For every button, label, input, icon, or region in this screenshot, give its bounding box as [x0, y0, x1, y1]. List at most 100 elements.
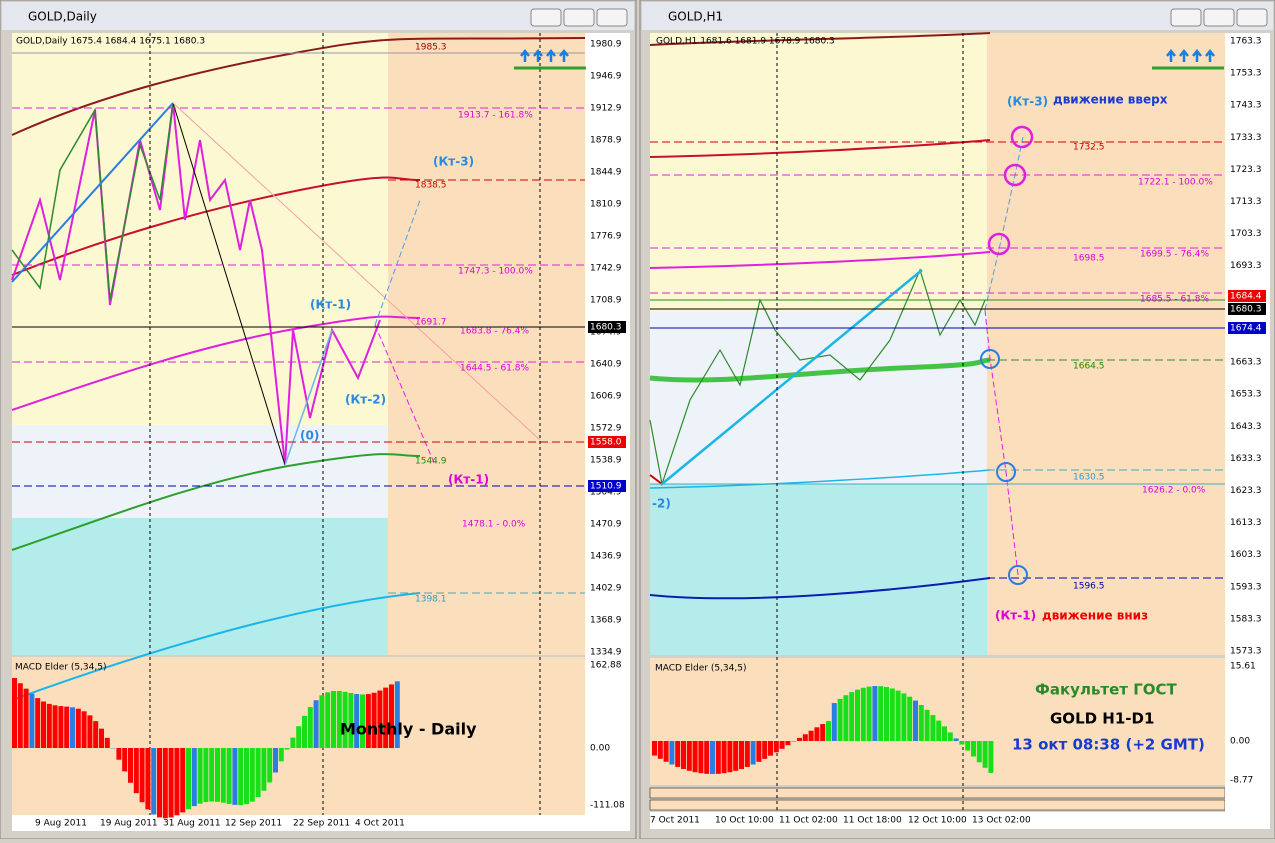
level-label: 1544.9	[415, 457, 447, 467]
annotation: (Кт-3)	[1007, 95, 1048, 109]
price-label: 1573.3	[1230, 647, 1262, 657]
price-label: 1703.3	[1230, 229, 1262, 239]
price-marker-label: 1510.9	[590, 482, 622, 492]
macd-bar	[890, 688, 895, 741]
macd-bar	[203, 748, 208, 802]
price-marker-label: 1674.4	[1230, 324, 1262, 334]
chart-header: GOLD,Daily 1675.4 1684.4 1675.1 1680.3	[16, 37, 205, 47]
price-marker-label: 1680.3	[590, 323, 622, 333]
macd-bar	[58, 706, 63, 748]
maximize-button[interactable]	[564, 9, 594, 26]
macd-bar	[232, 748, 237, 805]
caption: GOLD H1-D1	[1050, 710, 1154, 728]
macd-bar	[948, 732, 953, 741]
minimize-button[interactable]	[1171, 9, 1201, 26]
macd-bar	[936, 721, 941, 741]
price-label: 1753.3	[1230, 69, 1262, 79]
macd-bar	[250, 748, 255, 802]
macd-bar	[151, 748, 156, 814]
level-label: 1478.1 - 0.0%	[462, 520, 526, 530]
price-label: 1878.9	[590, 136, 622, 146]
date-label: 22 Sep 2011	[293, 819, 350, 829]
chart-header: GOLD,H1 1681.6 1681.9 1678.9 1680.3	[656, 37, 835, 47]
macd-bar	[279, 748, 284, 761]
price-label: 1742.9	[590, 264, 622, 274]
macd-bar	[774, 741, 779, 752]
window-title: GOLD,Daily	[28, 10, 97, 24]
maximize-button[interactable]	[1204, 9, 1234, 26]
macd-bar	[180, 748, 185, 812]
annotation: (Кт-3)	[433, 155, 474, 169]
price-label: 1436.9	[590, 552, 622, 562]
price-marker-label: 1684.4	[1230, 292, 1262, 302]
price-label: 1776.9	[590, 232, 622, 242]
price-label: 1723.3	[1230, 165, 1262, 175]
level-label: 1664.5	[1073, 362, 1105, 372]
macd-bar	[971, 741, 976, 757]
level-label: 1747.3 - 100.0%	[458, 267, 533, 277]
macd-bar	[18, 683, 23, 748]
macd-bar	[797, 738, 802, 741]
empty-pane	[650, 800, 1225, 810]
date-label: 19 Aug 2011	[100, 819, 158, 829]
macd-bar	[12, 678, 17, 748]
annotation: (Кт-1)	[448, 473, 489, 487]
macd-bar	[302, 716, 307, 748]
level-label: 1596.5	[1073, 582, 1105, 592]
annotation: (0)	[300, 429, 319, 443]
zone	[650, 484, 987, 655]
macd-bar	[965, 741, 970, 751]
macd-bar	[675, 741, 680, 767]
macd-bar	[215, 748, 220, 802]
macd-bar	[907, 697, 912, 741]
macd-bar	[687, 741, 692, 771]
macd-bar	[988, 741, 993, 773]
level-label: 1630.5	[1073, 473, 1105, 483]
macd-bar	[843, 695, 848, 741]
macd-bar	[698, 741, 703, 773]
annotation: -2)	[652, 497, 671, 511]
minimize-button[interactable]	[531, 9, 561, 26]
macd-label: MACD Elder (5,34,5)	[655, 664, 747, 674]
annotation: (Кт-2)	[345, 393, 386, 407]
macd-bar	[913, 701, 918, 741]
price-label: 1538.9	[590, 456, 622, 466]
zone	[650, 33, 987, 312]
annotation: (Кт-1)	[995, 609, 1036, 623]
macd-bar	[87, 715, 92, 748]
macd-bar	[285, 748, 290, 749]
window-title: GOLD,H1	[668, 10, 723, 24]
price-label: 1470.9	[590, 520, 622, 530]
level-label: 1732.5	[1073, 143, 1105, 153]
macd-bar	[693, 741, 698, 772]
level-label: 1985.3	[415, 43, 447, 53]
macd-bar	[169, 748, 174, 817]
macd-bar	[256, 748, 261, 797]
price-label: 1368.9	[590, 616, 622, 626]
macd-bar	[942, 726, 947, 741]
macd-bar	[861, 688, 866, 741]
macd-bar	[716, 741, 721, 774]
price-label: 1733.3	[1230, 133, 1262, 143]
date-label: 7 Oct 2011	[650, 816, 700, 826]
macd-bar	[768, 741, 773, 756]
caption: Monthly - Daily	[340, 720, 477, 739]
macd-bar	[791, 741, 796, 742]
macd-bar	[745, 741, 750, 767]
macd-bar	[140, 748, 145, 802]
macd-bar	[221, 748, 226, 803]
macd-bar	[780, 741, 785, 749]
close-button[interactable]	[1237, 9, 1267, 26]
macd-bar	[872, 686, 877, 741]
macd-bar	[186, 748, 191, 809]
macd-bar	[319, 695, 324, 748]
level-label: 1683.8 - 76.4%	[460, 327, 529, 337]
macd-bar	[925, 710, 930, 741]
macd-bar	[198, 748, 203, 804]
annotation: движение вверх	[1053, 93, 1168, 107]
macd-bar	[820, 724, 825, 741]
macd-bar	[838, 699, 843, 741]
close-button[interactable]	[597, 9, 627, 26]
date-label: 9 Aug 2011	[35, 819, 87, 829]
price-label: 1603.3	[1230, 550, 1262, 560]
